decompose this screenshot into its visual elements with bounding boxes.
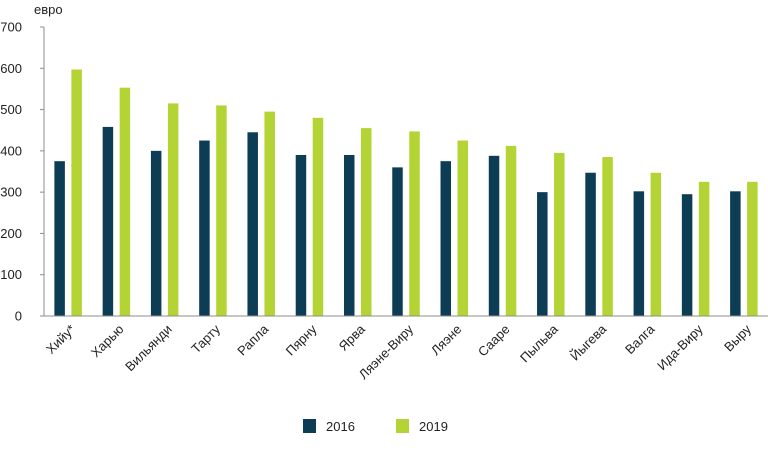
bar-2019 xyxy=(554,152,565,316)
bar-group xyxy=(585,157,613,316)
bar-2016 xyxy=(247,132,258,316)
bar-2019 xyxy=(505,145,517,316)
y-tick-label: 600 xyxy=(0,61,22,76)
legend-swatch xyxy=(303,419,316,433)
bar-2019 xyxy=(216,105,227,316)
x-category-label: Пыльва xyxy=(517,321,561,365)
bar-2019 xyxy=(409,131,420,316)
x-category-label: Вильянди xyxy=(122,322,175,375)
bar-2019 xyxy=(71,69,82,316)
bar-2016 xyxy=(633,191,645,316)
x-category-label: Ида-Виру xyxy=(654,321,706,373)
bar-2016 xyxy=(585,172,596,316)
x-category-label: Рапла xyxy=(234,321,272,359)
bar-2016 xyxy=(343,154,355,316)
bar-2019 xyxy=(650,172,662,316)
x-category-label: Тарту xyxy=(188,321,223,356)
y-axis: 0 100 200 300 400 500 600 700 xyxy=(0,20,45,324)
x-category-label: Хийу* xyxy=(43,322,78,357)
legend-item: 2019 xyxy=(396,419,448,434)
y-tick-label: 300 xyxy=(0,185,22,200)
x-category-label: Харью xyxy=(88,321,127,360)
x-category-label: Ярва xyxy=(336,321,369,354)
y-tick-label: 700 xyxy=(0,20,22,35)
bar-group xyxy=(537,152,565,316)
bar-2016 xyxy=(681,194,693,316)
bar-2016 xyxy=(730,191,741,316)
legend-item: 2016 xyxy=(303,419,355,434)
bar-2016 xyxy=(440,161,452,316)
y-axis-unit-label: евро xyxy=(34,2,63,17)
bar-2019 xyxy=(360,128,372,316)
legend-label: 2019 xyxy=(419,419,448,434)
x-category-label: Выру xyxy=(721,321,754,354)
bar-group xyxy=(295,117,324,316)
bar-2019 xyxy=(312,117,324,316)
x-category-label: Ляэне xyxy=(428,322,465,359)
bar-group xyxy=(247,111,275,316)
bar-group xyxy=(392,131,420,316)
bar-group xyxy=(199,105,227,316)
y-tick-label: 100 xyxy=(0,267,22,282)
bar-group xyxy=(633,172,662,316)
bar-group xyxy=(488,145,517,316)
bar-2019 xyxy=(457,140,469,316)
bar-2019 xyxy=(747,181,758,316)
bar-2019 xyxy=(264,111,275,316)
y-tick-label: 0 xyxy=(15,309,22,324)
legend-label: 2016 xyxy=(326,419,355,434)
bar-2016 xyxy=(150,150,162,316)
bar-group xyxy=(343,128,372,316)
bar-2016 xyxy=(54,161,65,316)
bar-group xyxy=(681,181,710,316)
bar-2016 xyxy=(488,155,500,316)
bar-group xyxy=(730,181,758,316)
bar-group xyxy=(102,87,131,316)
bar-2019 xyxy=(602,157,613,316)
bar-group xyxy=(54,69,82,316)
bar-2016 xyxy=(199,140,210,316)
bar-2016 xyxy=(537,192,548,316)
legend: 2016 2019 xyxy=(303,419,448,434)
bar-2019 xyxy=(698,181,710,316)
bar-2019 xyxy=(167,103,179,316)
bar-2019 xyxy=(119,87,131,316)
bar-group xyxy=(150,103,179,316)
bar-2016 xyxy=(102,126,114,316)
y-tick-label: 500 xyxy=(0,102,22,117)
x-category-label: Йыгева xyxy=(567,321,610,364)
x-category-label: Сааре xyxy=(475,322,513,360)
bar-2016 xyxy=(392,167,403,316)
bar-group xyxy=(440,140,469,316)
x-category-label: Валга xyxy=(622,321,658,357)
y-tick-label: 400 xyxy=(0,143,22,158)
bar-2016 xyxy=(295,154,307,316)
legend-swatch xyxy=(396,419,409,433)
y-tick-label: 200 xyxy=(0,226,22,241)
x-category-label: Пярну xyxy=(283,321,320,358)
bars xyxy=(54,69,758,316)
